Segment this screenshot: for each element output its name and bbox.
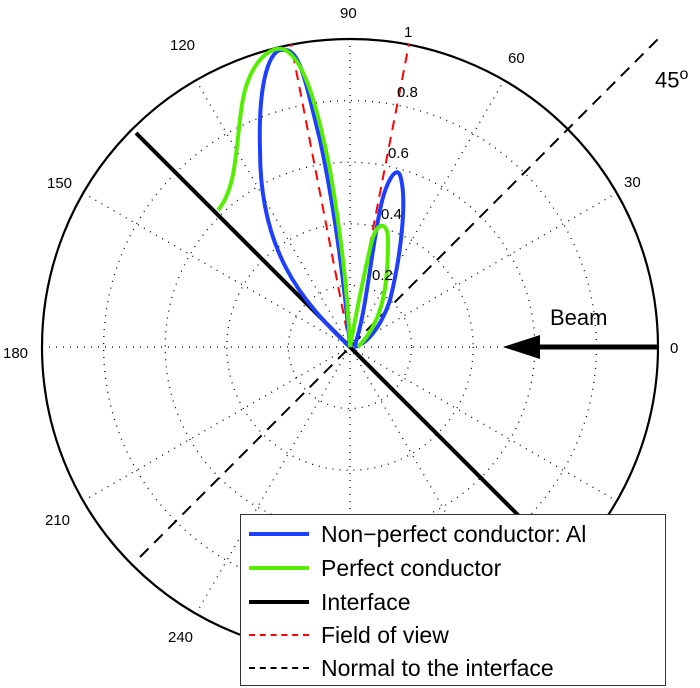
black-dashed-swatch-icon bbox=[249, 667, 309, 669]
rtick-0.4: 0.4 bbox=[381, 206, 402, 223]
legend-item-fov: Field of view bbox=[249, 618, 449, 652]
blue-line-swatch-icon bbox=[249, 532, 309, 536]
tick-210: 210 bbox=[45, 512, 70, 529]
fov-line-left bbox=[290, 43, 351, 348]
rtick-0.8: 0.8 bbox=[397, 84, 418, 101]
tick-180: 180 bbox=[3, 345, 28, 362]
tick-0: 0 bbox=[670, 340, 678, 357]
interface-line bbox=[134, 131, 570, 567]
black-line-swatch-icon bbox=[249, 600, 309, 604]
tick-90: 90 bbox=[340, 5, 357, 22]
legend-item-interface: Interface bbox=[249, 585, 411, 619]
rtick-1: 1 bbox=[404, 24, 412, 41]
legend: Non−perfect conductor: Al Perfect conduc… bbox=[240, 514, 666, 686]
normal-line bbox=[139, 38, 659, 558]
legend-label: Non−perfect conductor: Al bbox=[321, 520, 587, 547]
tick-150: 150 bbox=[47, 175, 72, 192]
legend-item-perfect: Perfect conductor bbox=[249, 551, 501, 585]
rtick-0.2: 0.2 bbox=[372, 267, 393, 284]
legend-item-normal: Normal to the interface bbox=[249, 651, 554, 685]
tick-30: 30 bbox=[624, 174, 641, 191]
tick-120: 120 bbox=[170, 37, 195, 54]
legend-item-non-perfect: Non−perfect conductor: Al bbox=[249, 517, 586, 551]
legend-label: Field of view bbox=[321, 621, 449, 648]
legend-label: Perfect conductor bbox=[321, 554, 502, 581]
degree-symbol: o bbox=[679, 66, 689, 83]
legend-label: Normal to the interface bbox=[321, 654, 554, 681]
beam-label: Beam bbox=[550, 305, 608, 330]
green-line-swatch-icon bbox=[249, 566, 309, 570]
angle-value: 45 bbox=[655, 67, 680, 93]
beam-arrow-head bbox=[503, 335, 540, 359]
series-perfect-conductor bbox=[216, 46, 391, 349]
red-dashed-swatch-icon bbox=[249, 634, 309, 636]
legend-label: Interface bbox=[321, 588, 411, 615]
rtick-0.6: 0.6 bbox=[388, 145, 409, 162]
tick-60: 60 bbox=[508, 50, 525, 67]
tick-240: 240 bbox=[168, 629, 193, 646]
angle-label: 45o bbox=[655, 66, 688, 93]
